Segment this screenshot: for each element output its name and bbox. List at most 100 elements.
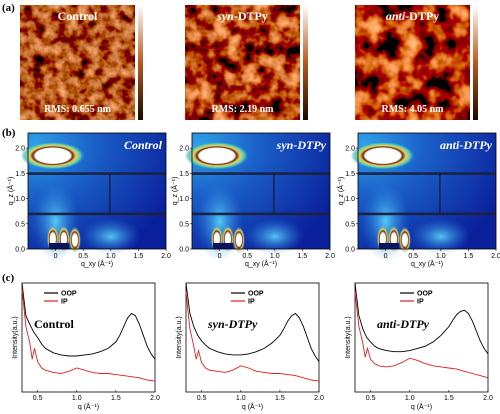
y-tick-label: 1.5 bbox=[345, 171, 355, 178]
afm-rms: RMS: 4.05 nm bbox=[382, 104, 445, 115]
afm-panel: syn-DTPy RMS: 2.19 nm bbox=[185, 5, 308, 120]
y-tick-label: 0.5 bbox=[15, 221, 25, 228]
detector-gap bbox=[439, 173, 441, 214]
afm-colorbar bbox=[303, 5, 308, 120]
y-tick-label: 1.0 bbox=[179, 196, 189, 203]
x-tick-label: 0 bbox=[218, 253, 222, 260]
afm-title-suffix: -DTPy bbox=[405, 9, 439, 23]
x-tick-label: 2.0 bbox=[483, 395, 493, 402]
plot-frame bbox=[354, 282, 489, 393]
x-tick-label: 1.0 bbox=[236, 395, 246, 402]
giwaxs-blob bbox=[20, 141, 85, 170]
y-tick-label: 1.0 bbox=[345, 196, 355, 203]
series-line-oop bbox=[354, 282, 489, 355]
x-tick-label: 1.5 bbox=[134, 253, 144, 260]
giwaxs-frame bbox=[357, 132, 497, 250]
y-axis-label: q_z (Å⁻¹) bbox=[6, 177, 15, 206]
x-tick-label: 1.5 bbox=[298, 253, 308, 260]
y-tick-label: 0.0 bbox=[15, 247, 25, 254]
y-axis-label: Intensity(a.u.) bbox=[12, 316, 19, 358]
y-tick-label: 1.5 bbox=[15, 171, 25, 178]
y-tick-label: 2.0 bbox=[179, 146, 189, 153]
giwaxs-panel: Control 0.0 0.5 1.0 1.5 2.0 0 0.5 1.0 1.5 2.0 q_z (… bbox=[6, 132, 171, 268]
detector-gap bbox=[192, 212, 330, 216]
y-axis-label: q_z (Å⁻¹) bbox=[170, 177, 179, 206]
x-tick-label: 1.0 bbox=[405, 395, 415, 402]
afm-colorbar bbox=[473, 5, 478, 120]
afm-title-prefix: syn bbox=[216, 9, 234, 23]
giwaxs-panel: anti-DTPy 0.0 0.5 1.0 1.5 2.0 0 0.5 1.0 1.5 2.0 q_z… bbox=[336, 132, 500, 268]
detector-gap bbox=[358, 172, 496, 175]
series-line-ip bbox=[354, 291, 489, 379]
x-tick-label: 0.5 bbox=[78, 253, 88, 260]
x-tick-label: 1.5 bbox=[111, 395, 121, 402]
afm-rms: RMS: 0.655 nm bbox=[44, 104, 112, 115]
giwaxs-title: anti-DTPy bbox=[440, 138, 493, 152]
x-tick-label: 2.0 bbox=[161, 253, 171, 260]
giwaxs-title: Control bbox=[124, 138, 163, 152]
y-axis-label: q_z (Å⁻¹) bbox=[336, 177, 345, 206]
afm-panel: anti-DTPy RMS: 4.05 nm bbox=[355, 5, 478, 120]
giwaxs-glow bbox=[410, 218, 471, 255]
x-axis-label: q (Å⁻¹) bbox=[242, 402, 263, 411]
y-axis-label: Intensity(a.u.) bbox=[176, 316, 183, 358]
beamstop bbox=[212, 243, 233, 249]
panel-label-b: (b) bbox=[2, 127, 16, 139]
y-tick-label: 2.0 bbox=[345, 146, 355, 153]
y-tick-label: 1.0 bbox=[15, 196, 25, 203]
y-tick-label: 0.5 bbox=[345, 221, 355, 228]
x-tick-label: 1.0 bbox=[72, 395, 82, 402]
y-tick-label: 0.0 bbox=[345, 247, 355, 254]
x-axis-label: q_xy (Å⁻¹) bbox=[411, 259, 443, 268]
series-line-ip bbox=[185, 291, 320, 382]
x-tick-label: 2.0 bbox=[314, 395, 324, 402]
series-line-oop bbox=[21, 282, 156, 360]
x-tick-label: 1.0 bbox=[106, 253, 116, 260]
afm-image bbox=[355, 5, 470, 120]
y-axis-label: Intensity(a.u.) bbox=[345, 316, 352, 358]
x-tick-label: 2.0 bbox=[325, 253, 335, 260]
giwaxs-spot bbox=[68, 226, 81, 253]
series-line-ip bbox=[21, 288, 156, 382]
panel-label-c: (c) bbox=[2, 272, 15, 284]
beamstop bbox=[48, 243, 69, 249]
x-tick-label: 0.5 bbox=[408, 253, 418, 260]
afm-colorbar bbox=[138, 5, 143, 120]
afm-image bbox=[20, 5, 135, 120]
legend-entry: OOP bbox=[417, 291, 433, 298]
profile-title: syn-DTPy bbox=[207, 317, 258, 331]
giwaxs-blob bbox=[184, 141, 249, 170]
afm-title: anti-DTPy bbox=[386, 9, 439, 23]
x-tick-label: 0.5 bbox=[242, 253, 252, 260]
afm-rms: RMS: 2.19 nm bbox=[212, 104, 275, 115]
x-axis-label: q_xy (Å⁻¹) bbox=[81, 259, 113, 268]
x-tick-label: 0.5 bbox=[366, 395, 376, 402]
y-tick-label: 0.0 bbox=[179, 247, 189, 254]
legend-entry: OOP bbox=[248, 291, 264, 298]
giwaxs-spot bbox=[232, 226, 245, 253]
detector-gap bbox=[192, 172, 330, 175]
x-tick-label: 0.5 bbox=[33, 395, 43, 402]
afm-panel: Control RMS: 0.655 nm bbox=[20, 5, 143, 120]
x-axis-label: q_xy (Å⁻¹) bbox=[245, 259, 277, 268]
y-tick-label: 1.5 bbox=[179, 171, 189, 178]
legend-entry: OOP bbox=[61, 291, 77, 298]
giwaxs-row: Control 0.0 0.5 1.0 1.5 2.0 0 0.5 1.0 1.5 2.0 q_z (… bbox=[6, 132, 500, 268]
x-tick-label: 1.5 bbox=[464, 253, 474, 260]
legend-entry: IP bbox=[417, 299, 424, 306]
profile-title: Control bbox=[34, 317, 74, 331]
y-tick-label: 2.0 bbox=[15, 146, 25, 153]
x-tick-label: 1.0 bbox=[436, 253, 446, 260]
detector-gap bbox=[28, 212, 166, 216]
y-tick-label: 0.5 bbox=[179, 221, 189, 228]
plot-frame bbox=[185, 282, 320, 393]
giwaxs-blob bbox=[350, 141, 415, 170]
x-tick-label: 1.0 bbox=[270, 253, 280, 260]
detector-gap bbox=[109, 173, 111, 214]
profile-title: anti-DTPy bbox=[377, 317, 430, 331]
afm-title-prefix: anti bbox=[386, 9, 406, 23]
